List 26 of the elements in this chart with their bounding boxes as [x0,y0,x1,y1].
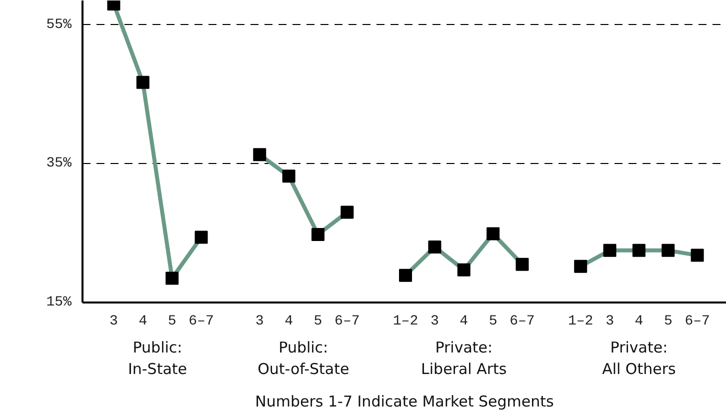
x-tick-label: 5 [664,314,672,330]
x-tick-label: 4 [284,314,294,330]
x-tick-label: 4 [634,314,644,330]
x-tick-label: 4 [138,314,148,330]
x-tick-label: 6–7 [510,314,535,330]
text: Private: Liberal Arts [421,338,507,378]
x-tick-label: 6–7 [188,314,214,330]
y-tick-label: 35% [46,156,72,172]
x-tick-label: 1–2 [392,314,418,330]
x-tick-label: 6–7 [334,314,360,330]
x-tick-label: 6–7 [684,314,710,330]
y-tick-label: 15% [46,294,72,310]
x-tick-label: 1–2 [568,314,594,330]
x-tick-label: 5 [168,314,176,330]
text: Public: Out-of-State [258,338,350,378]
x-tick-label: 3 [110,314,118,330]
x-tick-label: 3 [606,314,614,330]
x-tick-label: 4 [460,314,468,330]
x-tick-label: 3 [255,314,264,330]
text: Private: All Others [602,338,676,378]
text: Numbers 1-7 Indicate Market Segments [255,392,554,410]
x-tick-label: 5 [488,314,498,330]
text: Public: In-State [128,338,188,378]
x-tick-label: 3 [430,314,439,330]
x-tick-label: 5 [314,314,322,330]
y-tick-label: 55% [46,16,72,33]
